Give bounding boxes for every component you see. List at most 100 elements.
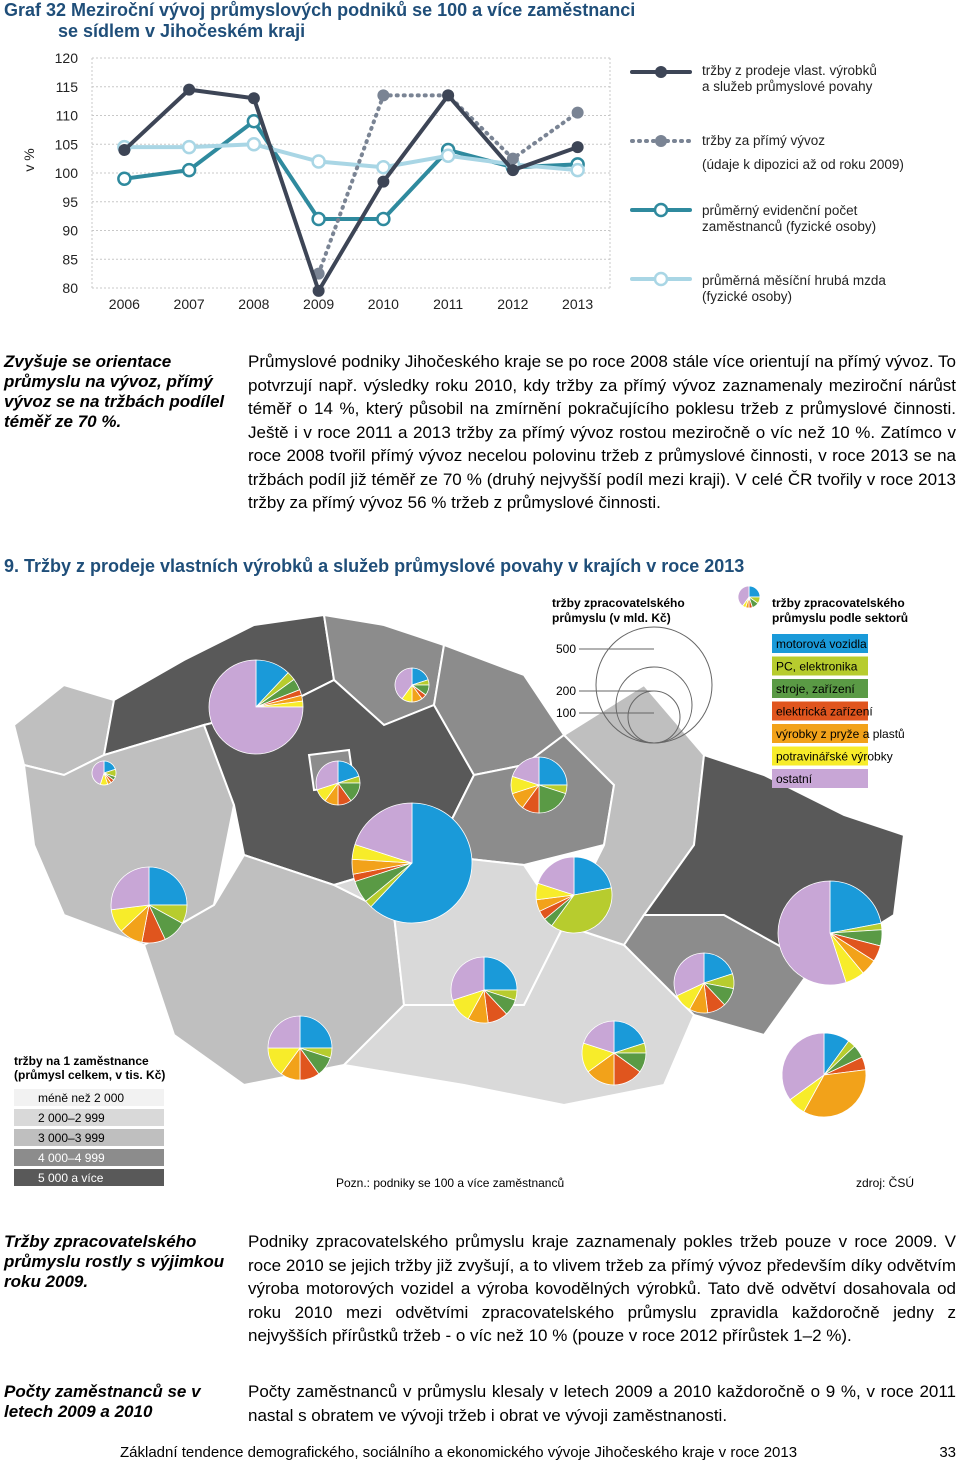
pie-slice: [450, 956, 485, 1001]
series-2: [312, 89, 584, 280]
series-point: [506, 164, 519, 177]
x-tick-label: 2013: [562, 296, 593, 312]
y-tick-label: 105: [55, 136, 79, 152]
series-point: [570, 162, 585, 178]
y-axis-label: v %: [21, 148, 37, 171]
line-chart: 120 115 110 105 100 95 90 85 80 2006 2007 2008 2009…: [21, 50, 692, 312]
series-point: [117, 171, 132, 186]
y-tick-label: 120: [55, 50, 79, 66]
series-line: [316, 93, 580, 276]
page-footer: Základní tendence demografického, sociál…: [120, 1444, 956, 1461]
region-pie: [777, 880, 883, 986]
sector-swatch: [772, 769, 868, 788]
pie-slice: [673, 952, 705, 997]
series-line: [122, 87, 580, 296]
map-note: Pozn.: podniky se 100 a více zaměstnanců: [336, 1176, 564, 1190]
region-pie: [351, 802, 473, 924]
series-point: [246, 137, 262, 152]
pie-slice: [394, 667, 413, 700]
x-tick-label: 2006: [109, 296, 140, 312]
series-point: [506, 152, 519, 165]
region-pie: [394, 667, 430, 703]
series-point: [377, 175, 390, 188]
region-pie: [208, 659, 304, 755]
size-value-500: 500: [556, 642, 576, 656]
sector-label: stroje, zařízení: [776, 682, 855, 696]
section-heading: 9. Tržby z prodeje vlastních výrobků a s…: [4, 556, 745, 576]
sector-swatch: [772, 656, 868, 676]
chart-title: Graf 32 Meziroční vývoj průmyslových pod…: [4, 0, 724, 42]
series-point: [181, 162, 197, 178]
paragraph-export: Průmyslové podniky Jihočeského kraje se …: [248, 352, 956, 512]
pie-slice: [299, 1015, 333, 1049]
pie-slice: [511, 756, 540, 786]
sector-legend-title-1: tržby zpracovatelského: [772, 596, 905, 610]
size-legend-title-1: tržby zpracovatelského: [552, 596, 685, 610]
sector-swatch: [772, 746, 868, 766]
region-pie: [781, 1032, 867, 1118]
y-tick-label: 100: [55, 165, 79, 181]
class-label: 2 000–2 999: [38, 1111, 105, 1125]
x-tick-label: 2012: [497, 296, 528, 312]
series-point: [246, 114, 262, 129]
per-employee-legend: tržby na 1 zaměstnance (průmysl celkem, …: [14, 1054, 165, 1186]
chart-title-line2: se sídlem v Jihočeském kraji: [58, 21, 306, 41]
series-point: [571, 141, 584, 154]
sector-label: ostatní: [776, 772, 813, 786]
legend-series-2: tržby za přímý vývoz (údaje k dipozici a…: [702, 133, 904, 172]
region-pie: [737, 585, 761, 609]
side-note-export: Zvyšuje se orientace průmyslu na vývoz, …: [4, 352, 225, 431]
pie-slice: [829, 880, 882, 934]
series-point: [312, 284, 325, 297]
region-pie: [315, 760, 361, 806]
pie-slice: [148, 866, 188, 906]
legend-marker: [653, 271, 669, 287]
pie-slice: [483, 956, 518, 991]
y-tick-label: 95: [62, 194, 78, 210]
class-swatch: [14, 1129, 164, 1146]
pie-slice: [613, 1020, 645, 1054]
region-pie: [535, 856, 613, 934]
pie-slice: [781, 1032, 825, 1101]
region-pie: [91, 760, 117, 786]
sector-swatch: [772, 679, 868, 698]
legend-marker: [653, 202, 669, 218]
y-tick-label: 110: [56, 108, 79, 124]
series-point: [376, 160, 391, 175]
series-point: [440, 148, 456, 163]
map-source: zdroj: ČSÚ: [856, 1175, 914, 1190]
y-tick-label: 115: [56, 79, 79, 95]
sector-swatch: [772, 724, 868, 743]
sector-label: elektrická zařízení: [776, 705, 873, 719]
pie-slice: [583, 1020, 615, 1054]
x-tick-label: 2009: [303, 296, 334, 312]
sector-label: motorová vozidla: [776, 637, 867, 651]
series-point: [181, 139, 197, 155]
legend-series-3: průměrný evidenční počet zaměstnanců (fy…: [702, 203, 877, 234]
sector-legend: tržby zpracovatelského průmyslu podle se…: [772, 596, 908, 788]
size-value-100: 100: [556, 706, 576, 720]
sector-label: PC, elektronika: [776, 660, 858, 674]
class-swatch: [14, 1089, 164, 1106]
region-pie: [510, 756, 568, 814]
side-note-employees: Počty zaměstnanců se v letech 2009 a 201…: [4, 1382, 201, 1421]
sector-label: výrobky z pryže a plastů: [776, 727, 905, 741]
series-point: [247, 92, 260, 105]
series-point: [118, 144, 131, 156]
pie-slice: [703, 952, 734, 984]
series-1: [118, 83, 584, 297]
region-pie: [267, 1015, 333, 1081]
y-tick-label: 90: [62, 223, 78, 239]
pie-slice: [538, 756, 568, 786]
class-label: 5 000 a více: [38, 1171, 104, 1185]
region-pie: [110, 866, 188, 944]
series-point: [183, 83, 196, 96]
footer-text: Základní tendence demografického, sociál…: [120, 1444, 798, 1461]
class-label: 3 000–3 999: [38, 1131, 105, 1145]
series-point: [311, 211, 326, 227]
series-line: [122, 142, 580, 173]
size-legend-title-2: průmyslu (v mld. Kč): [552, 611, 671, 625]
y-tick-label: 80: [62, 280, 78, 296]
pie-slice: [267, 1015, 301, 1049]
x-tick-label: 2011: [433, 296, 463, 312]
